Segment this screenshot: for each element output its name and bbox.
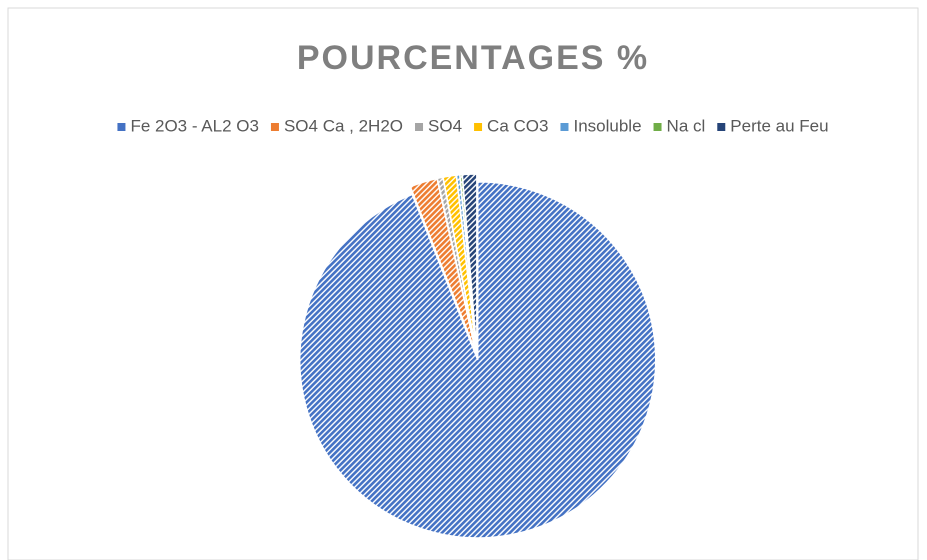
- legend-swatch: [560, 123, 569, 131]
- legend-label: Na cl: [667, 116, 706, 135]
- pie-slice: [461, 173, 478, 353]
- legend-swatch: [117, 123, 126, 131]
- legend-label: Fe 2O3 - AL2 O3: [130, 116, 259, 135]
- legend-swatch: [415, 123, 424, 131]
- legend-label: SO4: [428, 116, 462, 135]
- legend-swatch: [717, 123, 726, 131]
- legend-swatch: [270, 123, 279, 131]
- legend-label: Ca CO3: [487, 116, 548, 135]
- legend: Fe 2O3 - AL2 O3 SO4 Ca , 2H2O SO4 Ca CO3 Ins…: [117, 116, 829, 135]
- chart-title: POURCENTAGES %: [297, 39, 649, 77]
- legend-label: Perte au Feu: [730, 116, 828, 135]
- legend-swatch: [474, 123, 483, 131]
- pie-slice: [299, 181, 657, 539]
- legend-label: SO4 Ca , 2H2O: [284, 116, 403, 135]
- legend-label: Insoluble: [573, 116, 641, 135]
- legend-swatch: [653, 123, 662, 131]
